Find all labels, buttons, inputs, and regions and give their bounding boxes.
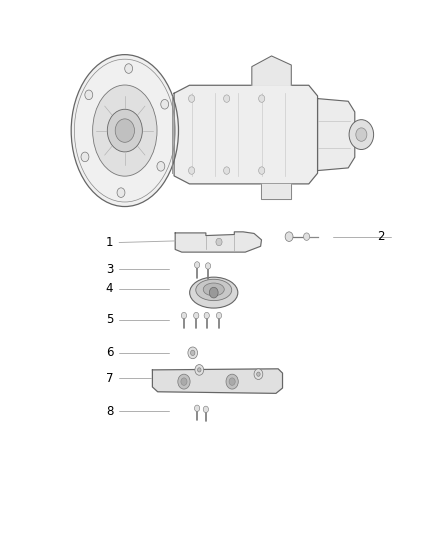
Circle shape — [181, 312, 187, 319]
Circle shape — [117, 188, 125, 197]
Circle shape — [304, 233, 310, 240]
Text: 5: 5 — [106, 313, 113, 326]
Text: 4: 4 — [106, 282, 113, 295]
Text: 8: 8 — [106, 405, 113, 418]
Polygon shape — [174, 85, 318, 184]
Circle shape — [161, 100, 169, 109]
Polygon shape — [261, 184, 291, 199]
Circle shape — [205, 263, 211, 269]
Circle shape — [188, 95, 194, 102]
Circle shape — [195, 365, 204, 375]
Circle shape — [191, 350, 195, 356]
Circle shape — [194, 262, 200, 268]
Circle shape — [198, 368, 201, 372]
Circle shape — [356, 128, 367, 141]
Circle shape — [223, 167, 230, 174]
Circle shape — [107, 109, 142, 152]
Circle shape — [209, 287, 218, 298]
Text: 7: 7 — [106, 372, 113, 385]
Circle shape — [226, 374, 238, 389]
Circle shape — [349, 120, 374, 149]
Circle shape — [188, 347, 198, 359]
Circle shape — [81, 152, 89, 161]
Circle shape — [85, 90, 93, 100]
Circle shape — [181, 378, 187, 385]
Circle shape — [223, 95, 230, 102]
Circle shape — [285, 232, 293, 241]
Text: 2: 2 — [377, 230, 385, 243]
Ellipse shape — [203, 283, 224, 296]
Circle shape — [188, 167, 194, 174]
Circle shape — [258, 167, 265, 174]
Ellipse shape — [190, 277, 238, 308]
Circle shape — [254, 369, 263, 379]
Polygon shape — [152, 369, 283, 393]
Circle shape — [216, 238, 222, 246]
Circle shape — [257, 372, 260, 376]
Circle shape — [204, 312, 209, 319]
Circle shape — [157, 161, 165, 171]
Polygon shape — [252, 56, 291, 85]
Polygon shape — [175, 232, 261, 252]
Circle shape — [229, 378, 235, 385]
Circle shape — [203, 406, 208, 413]
Circle shape — [125, 64, 133, 74]
Circle shape — [258, 95, 265, 102]
Ellipse shape — [92, 85, 157, 176]
Circle shape — [115, 119, 134, 142]
Text: 6: 6 — [106, 346, 113, 359]
Circle shape — [194, 405, 200, 411]
Text: 1: 1 — [106, 236, 113, 249]
Circle shape — [178, 374, 190, 389]
Ellipse shape — [196, 279, 232, 301]
Circle shape — [194, 312, 199, 319]
Ellipse shape — [71, 55, 178, 206]
Circle shape — [216, 312, 222, 319]
Polygon shape — [318, 99, 355, 171]
Text: 3: 3 — [106, 263, 113, 276]
